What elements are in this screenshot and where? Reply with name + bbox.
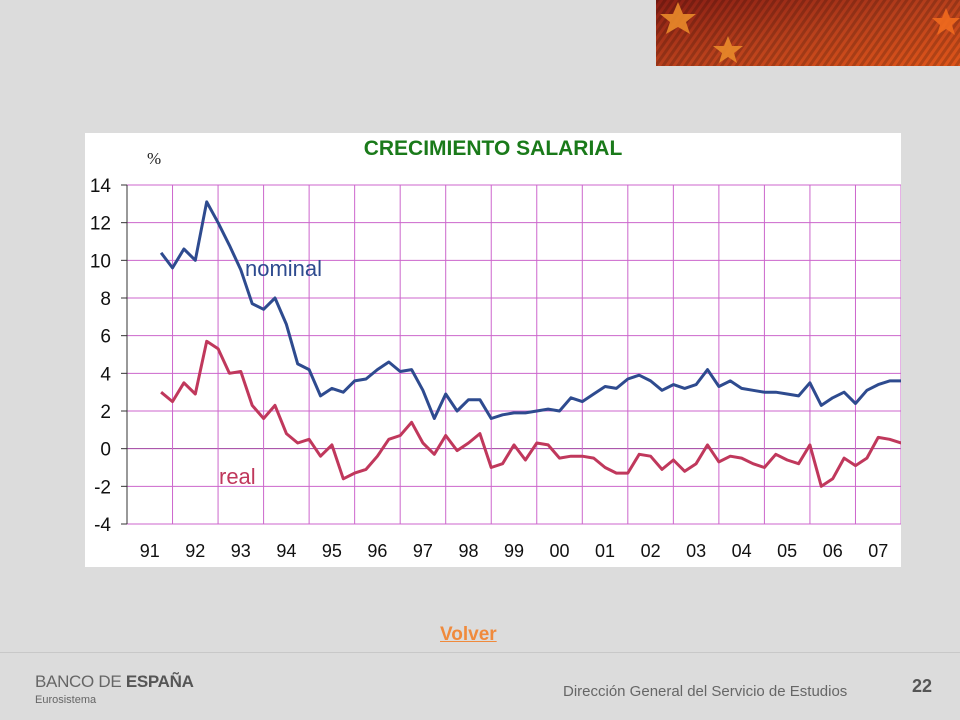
y-tick-label: -2 [94, 477, 111, 498]
y-tick-label: -4 [94, 515, 111, 536]
chart-panel: CRECIMIENTO SALARIAL % 14 12 10 8 6 4 2 0 -2 -4 9… [85, 133, 901, 567]
series-line-real [160, 339, 901, 488]
wage-growth-chart: CRECIMIENTO SALARIAL % 14 12 10 8 6 4 2 0 -2 -4 9… [90, 137, 901, 561]
unit-label: % [147, 149, 161, 168]
banco-de-espana-logo: BANCO DE ESPAÑA Eurosistema [35, 672, 194, 706]
logo-bold: ESPAÑA [125, 672, 194, 691]
series-label-real: real [219, 464, 256, 489]
x-tick-label: 02 [641, 541, 661, 561]
department-name: Dirección General del Servicio de Estudi… [563, 683, 848, 700]
y-tick-label: 2 [100, 402, 111, 423]
y-tick-label: 0 [100, 440, 111, 461]
x-tick-label: 99 [504, 541, 524, 561]
x-tick-label: 92 [185, 541, 205, 561]
page-number: 22 [912, 676, 933, 696]
chart-title: CRECIMIENTO SALARIAL [364, 137, 623, 160]
logo-text: BANCO DE ESPAÑA [35, 672, 194, 692]
x-tick-label: 01 [595, 541, 615, 561]
y-tick-label: 14 [90, 176, 112, 197]
x-tick-label: 04 [732, 541, 752, 561]
y-tick-label: 4 [100, 364, 111, 385]
x-tick-label: 98 [458, 541, 478, 561]
flag-banner [656, 0, 960, 66]
x-tick-label: 07 [868, 541, 888, 561]
x-tick-label: 96 [367, 541, 387, 561]
y-tick-label: 12 [90, 214, 111, 235]
series-line-nominal [159, 200, 901, 420]
logo-prefix: BANCO DE [35, 672, 126, 691]
x-tick-label: 06 [823, 541, 843, 561]
x-tick-label: 91 [140, 541, 160, 561]
x-tick-label: 97 [413, 541, 433, 561]
back-link[interactable]: Volver [440, 624, 497, 645]
eu-stars-image [656, 0, 960, 66]
x-tick-label: 95 [322, 541, 342, 561]
x-axis: 91 92 93 94 95 96 97 98 99 00 01 02 03 04 05 06 07 [140, 541, 889, 561]
y-tick-label: 6 [100, 327, 111, 348]
x-tick-label: 00 [550, 541, 570, 561]
x-tick-label: 94 [276, 541, 296, 561]
y-tick-label: 10 [90, 251, 111, 272]
gridlines [126, 184, 901, 525]
x-tick-label: 93 [231, 541, 251, 561]
y-tick-label: 8 [100, 289, 111, 310]
series-lines [159, 200, 901, 488]
x-tick-label: 05 [777, 541, 797, 561]
footer-divider [0, 652, 960, 653]
x-tick-label: 03 [686, 541, 706, 561]
y-axis: 14 12 10 8 6 4 2 0 -2 -4 [90, 176, 128, 536]
logo-subtitle: Eurosistema [35, 694, 97, 706]
series-label-nominal: nominal [245, 256, 322, 281]
